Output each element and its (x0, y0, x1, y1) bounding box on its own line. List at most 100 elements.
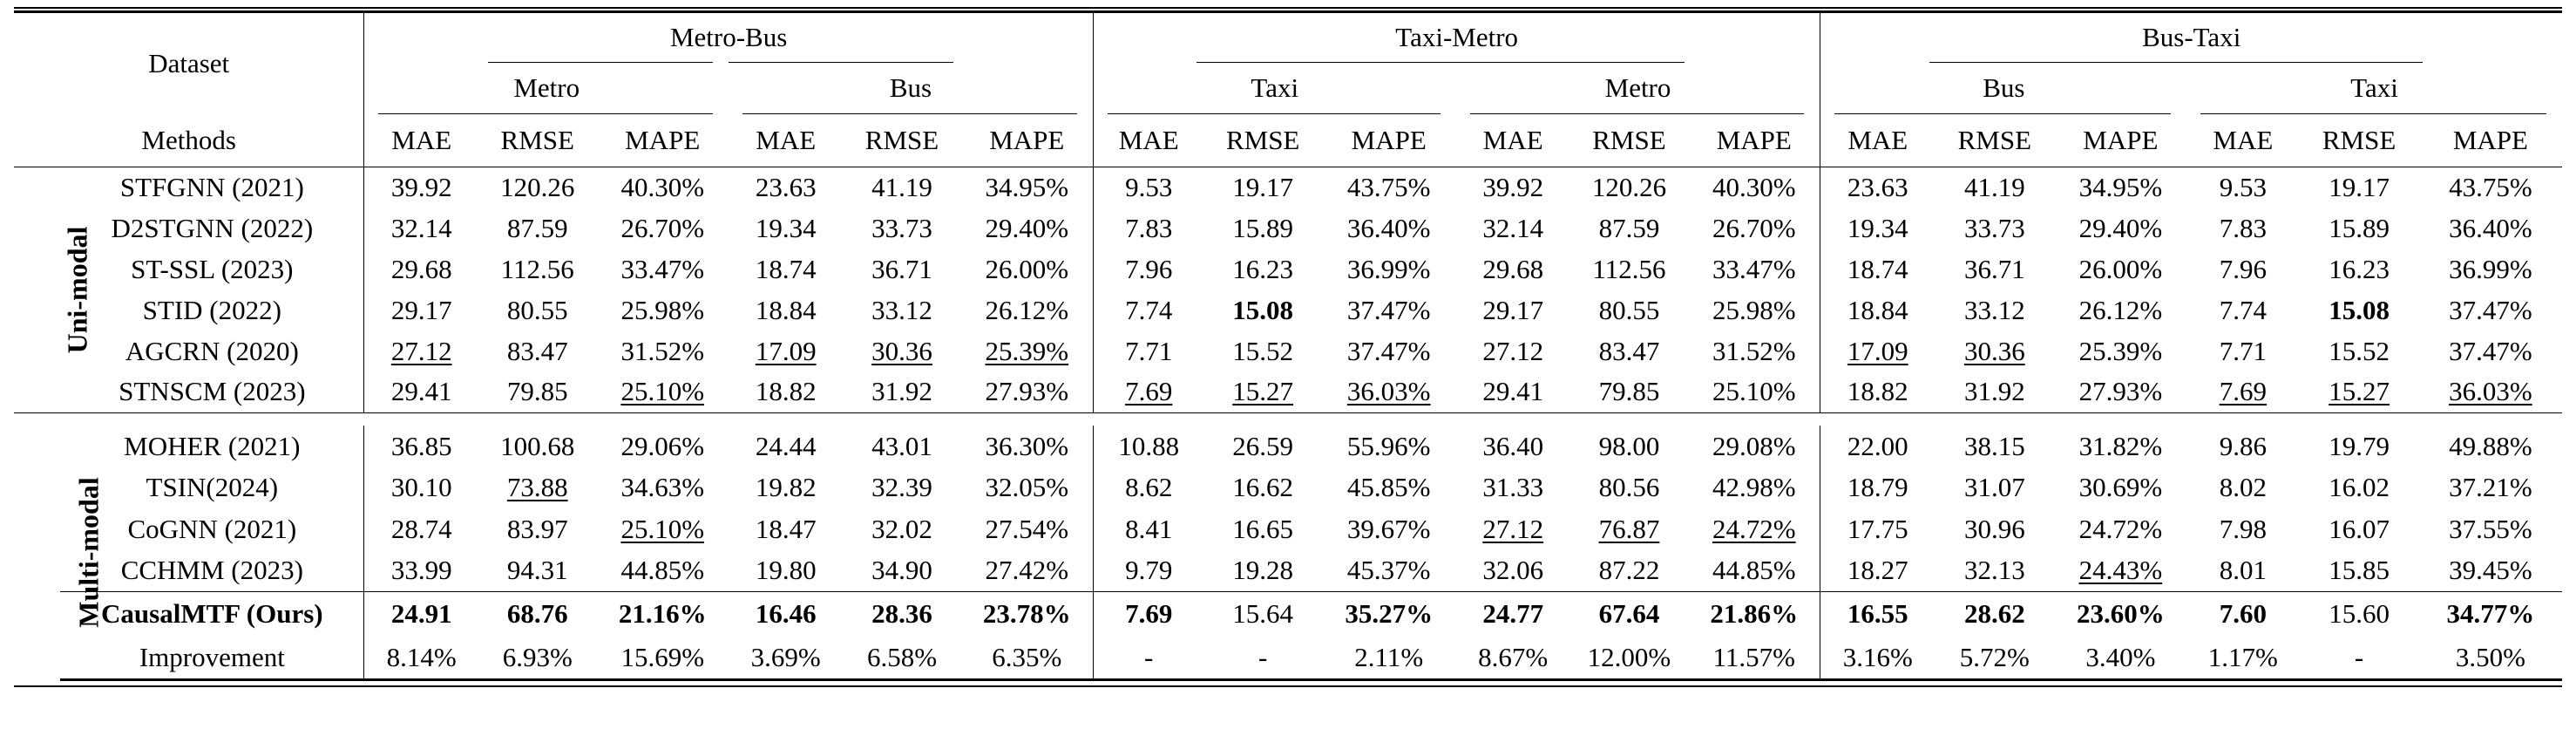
metric-header-mape: MAPE (2452, 125, 2528, 155)
table-body: Uni-modal STFGNN (2021) 39.92 120.26 40.30% 2… (14, 166, 2562, 681)
value-text: 7.74 (1125, 294, 1173, 325)
value-cell: 19.28 (1204, 549, 1322, 591)
value-cell: 36.99% (2419, 249, 2562, 290)
value-text: 1.17% (2207, 641, 2278, 672)
value-text: 9.53 (1125, 172, 1173, 203)
value-text: 39.45% (2449, 555, 2532, 586)
category-cell: Multi-modal (14, 426, 105, 680)
table-row: STNSCM (2023) 29.41 79.85 25.10% 18.82 31.92 2… (14, 371, 2562, 413)
value-text: 40.30% (620, 172, 705, 203)
value-text: 27.12 (390, 335, 452, 366)
value-text: 120.26 (1591, 172, 1667, 203)
value-text: 55.96% (1346, 430, 1431, 461)
value-text: 26.59 (1232, 430, 1294, 461)
value-cell: 31.52% (1688, 331, 1821, 371)
value-cell: 15.64 (1203, 590, 1322, 637)
value-text: 3.40% (2085, 641, 2156, 672)
value-cell: 37.47% (1322, 290, 1456, 331)
value-cell: 31.92 (1935, 371, 2055, 413)
value-text: 15.64 (1232, 598, 1294, 630)
value-text: 21.86% (1710, 598, 1799, 630)
value-cell: 16.62 (1204, 467, 1322, 508)
value-cell: 33.73 (1935, 208, 2054, 249)
metric-header-mape: MAPE (1351, 125, 1427, 155)
sub-header-metro-bus-metro: Metro (364, 62, 729, 114)
value-cell: 7.69 (1093, 590, 1204, 637)
value-text: 27.93% (985, 376, 1069, 407)
value-text: 39.92 (390, 172, 452, 203)
method-name: CoGNN (2021) (60, 508, 365, 550)
value-text: 19.80 (755, 555, 817, 586)
value-text: 7.69 (1125, 598, 1173, 630)
value-cell: 17.09 (729, 331, 843, 371)
value-cell: 27.54% (960, 508, 1094, 550)
value-cell: 23.78% (960, 590, 1094, 637)
metric-header-mape: MAPE (625, 125, 701, 155)
value-text: 7.69 (2219, 376, 2267, 407)
value-cell: 21.16% (596, 590, 729, 637)
value-cell: 37.55% (2419, 508, 2562, 550)
value-cell: 5.72% (1935, 636, 2055, 681)
value-text: 41.19 (1963, 172, 2025, 203)
value-text: 29.17 (390, 294, 452, 325)
value-text: 16.55 (1847, 598, 1908, 630)
dataset-header: Dataset (14, 10, 365, 114)
value-text: 40.30% (1712, 172, 1796, 203)
value-cell: 25.98% (596, 290, 729, 331)
value-cell: 36.99% (1322, 249, 1456, 290)
value-text: 43.01 (871, 430, 932, 461)
value-text: 80.56 (1598, 472, 1660, 503)
value-text: 36.71 (1963, 253, 2025, 284)
method-name: CausalMTF (Ours) (60, 590, 365, 637)
value-cell: 6.58% (843, 636, 961, 681)
value-cell: 18.47 (729, 508, 843, 550)
value-text: 32.13 (1963, 555, 2025, 586)
value-cell: 28.36 (843, 590, 961, 637)
value-text: 45.37% (1346, 555, 1431, 586)
value-text: 8.41 (1125, 513, 1173, 544)
value-text: 17.75 (1847, 513, 1908, 544)
value-text: 15.27 (2329, 376, 2390, 407)
value-text: 6.35% (992, 641, 1062, 672)
value-cell: 19.82 (729, 467, 843, 508)
value-cell: 23.60% (2054, 590, 2187, 637)
value-text: 18.47 (755, 513, 817, 544)
sub-underline (742, 113, 1077, 114)
value-text: 8.67% (1478, 641, 1549, 672)
value-text: 19.17 (2329, 172, 2390, 203)
value-cell: 7.98 (2186, 508, 2299, 550)
value-text: 33.73 (1963, 213, 2025, 244)
metric-header-mape: MAPE (960, 114, 1094, 167)
value-cell: 120.26 (478, 166, 597, 208)
value-cell: 25.39% (960, 331, 1094, 371)
value-text: 22.00 (1847, 430, 1908, 461)
value-cell: 7.83 (2186, 208, 2299, 249)
value-cell: 37.47% (2419, 290, 2562, 331)
value-cell: 31.82% (2055, 426, 2187, 467)
value-cell: 16.07 (2299, 508, 2418, 550)
value-text: 76.87 (1598, 513, 1660, 544)
value-cell: 9.79 (1093, 549, 1203, 591)
value-text: 18.74 (1847, 253, 1908, 284)
value-cell: - (1203, 636, 1322, 681)
value-text: 25.10% (620, 376, 705, 407)
value-cell: 83.47 (1570, 331, 1688, 371)
method-name: STID (2022) (60, 290, 365, 331)
value-text: 36.03% (1346, 376, 1431, 407)
value-cell: 9.53 (2186, 166, 2300, 208)
value-cell: 29.17 (364, 290, 478, 331)
value-text: 73.88 (506, 472, 568, 503)
value-text: 33.99 (390, 555, 452, 586)
value-text: 83.47 (1598, 335, 1660, 366)
value-text: 26.12% (2078, 294, 2163, 325)
value-text: 21.16% (618, 598, 707, 630)
value-text: 37.47% (1346, 335, 1431, 366)
value-text: 6.93% (502, 641, 573, 672)
value-cell: 112.56 (478, 249, 596, 290)
value-text: 43.75% (1346, 172, 1431, 203)
value-text: 32.14 (390, 213, 452, 244)
value-cell: 30.96 (1935, 508, 2054, 550)
sub-underline (1834, 113, 2172, 114)
group-header-metro-bus: Metro-Bus (363, 10, 1094, 62)
table-top-rule-outer (14, 7, 2562, 9)
